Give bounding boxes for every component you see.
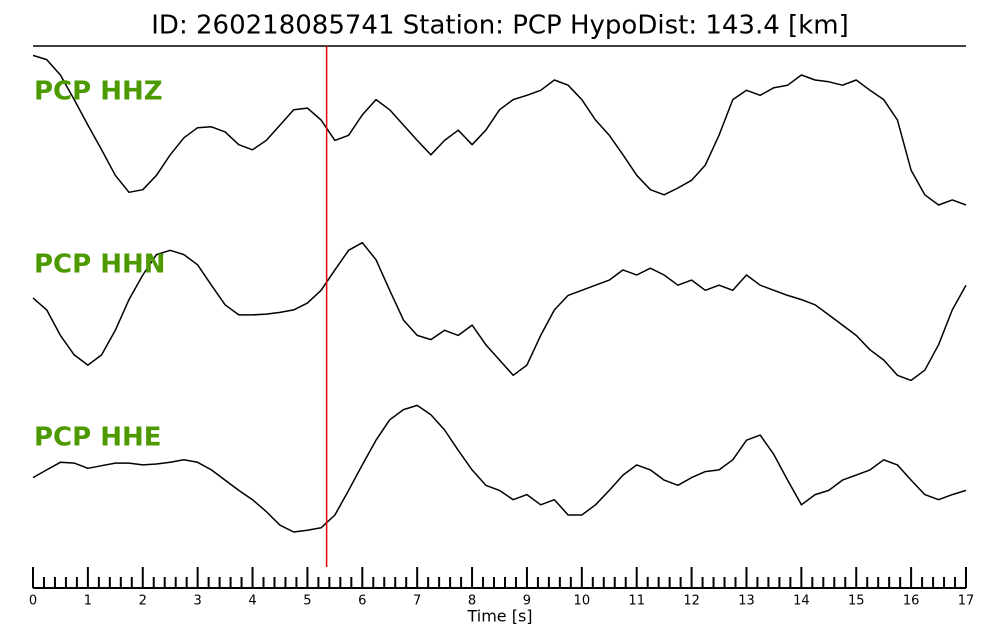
x-tick-label: 8 <box>468 594 476 609</box>
x-tick-label: 16 <box>903 594 920 609</box>
x-tick-label: 14 <box>793 594 810 609</box>
x-tick-label: 17 <box>958 594 975 609</box>
trace-label: PCP HHE <box>34 423 162 453</box>
x-tick-label: 13 <box>738 594 755 609</box>
trace <box>32 241 967 382</box>
x-tick-label: 6 <box>358 594 366 609</box>
chart-title: ID: 260218085741 Station: PCP HypoDist: … <box>151 11 848 41</box>
x-tick-label: 0 <box>29 594 37 609</box>
x-tick-label: 11 <box>628 594 645 609</box>
x-tick-label: 15 <box>848 594 865 609</box>
trace-label: PCP HHZ <box>34 77 163 107</box>
x-tick-label: 2 <box>139 594 147 609</box>
x-tick-label: 4 <box>248 594 256 609</box>
x-axis-label: Time [s] <box>466 607 532 626</box>
trace-label: PCP HHN <box>34 250 166 280</box>
x-tick-label: 9 <box>523 594 531 609</box>
x-tick-label: 12 <box>683 594 700 609</box>
trace <box>32 54 967 206</box>
x-tick-label: 10 <box>574 594 591 609</box>
x-tick-label: 1 <box>84 594 92 609</box>
x-tick-label: 7 <box>413 594 421 609</box>
trace <box>32 404 967 533</box>
x-tick-label: 3 <box>194 594 202 609</box>
x-tick-label: 5 <box>303 594 311 609</box>
